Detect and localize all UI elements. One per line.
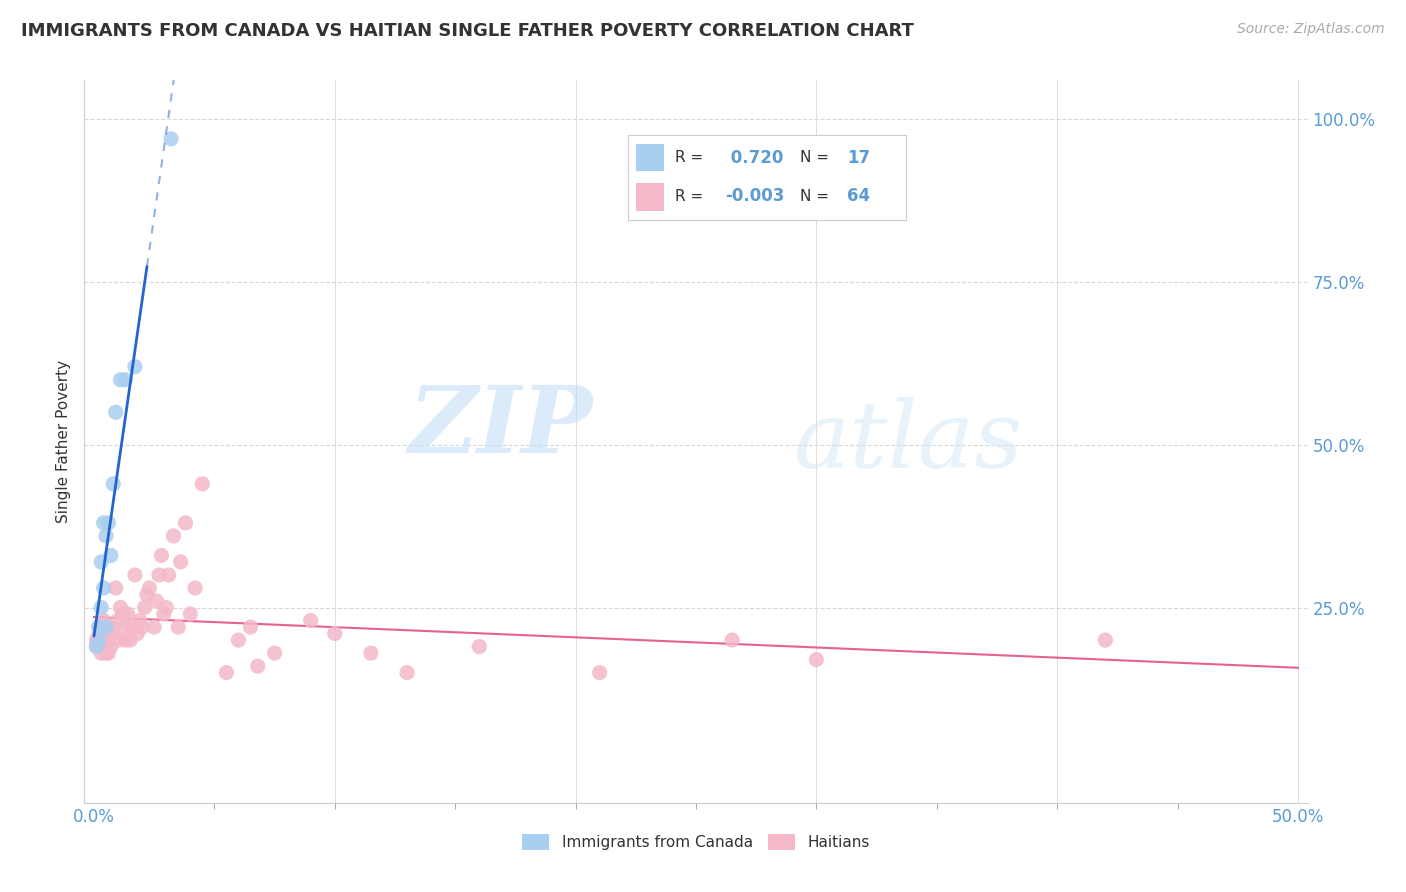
- Point: [360, 646, 382, 660]
- Point: [93, 614, 115, 628]
- Point: [104, 405, 127, 419]
- Point: [114, 373, 136, 387]
- Point: [148, 568, 170, 582]
- Point: [87, 620, 110, 634]
- Text: Source: ZipAtlas.com: Source: ZipAtlas.com: [1237, 22, 1385, 37]
- Text: 64: 64: [848, 187, 870, 205]
- Point: [94, 620, 117, 634]
- Point: [86, 640, 108, 654]
- Text: ZIP: ZIP: [408, 382, 592, 472]
- Point: [162, 529, 184, 543]
- Point: [138, 581, 160, 595]
- Bar: [637, 144, 664, 171]
- Point: [184, 581, 207, 595]
- Point: [143, 620, 166, 634]
- Point: [93, 640, 115, 654]
- Point: [90, 646, 112, 660]
- Text: 0.720: 0.720: [725, 149, 783, 167]
- Point: [90, 600, 112, 615]
- Point: [239, 620, 262, 634]
- Point: [167, 620, 190, 634]
- Point: [124, 568, 146, 582]
- Point: [806, 652, 828, 666]
- Point: [97, 646, 120, 660]
- Point: [117, 607, 139, 621]
- Point: [90, 555, 112, 569]
- Point: [87, 640, 110, 654]
- Point: [134, 600, 156, 615]
- Point: [120, 633, 142, 648]
- Point: [150, 549, 173, 563]
- Text: N =: N =: [800, 150, 830, 165]
- Point: [157, 568, 180, 582]
- Point: [153, 607, 176, 621]
- Point: [97, 516, 120, 530]
- Point: [87, 626, 110, 640]
- Point: [131, 620, 153, 634]
- Point: [174, 516, 197, 530]
- Point: [94, 620, 117, 634]
- Point: [160, 132, 183, 146]
- Point: [179, 607, 201, 621]
- Point: [103, 626, 125, 640]
- Point: [100, 620, 122, 634]
- Point: [588, 665, 610, 680]
- Point: [128, 614, 150, 628]
- Point: [299, 614, 322, 628]
- Point: [90, 633, 112, 648]
- Text: N =: N =: [800, 189, 830, 204]
- Point: [100, 640, 122, 654]
- Point: [100, 549, 122, 563]
- Point: [395, 665, 418, 680]
- Point: [86, 633, 108, 648]
- Point: [127, 626, 149, 640]
- Point: [87, 620, 110, 634]
- Point: [228, 633, 250, 648]
- Point: [721, 633, 744, 648]
- Legend: Immigrants from Canada, Haitians: Immigrants from Canada, Haitians: [516, 829, 876, 856]
- Point: [136, 587, 159, 601]
- Point: [124, 359, 146, 374]
- Point: [468, 640, 491, 654]
- Point: [215, 665, 238, 680]
- Point: [93, 633, 115, 648]
- Point: [94, 646, 117, 660]
- Point: [170, 555, 193, 569]
- Point: [107, 633, 129, 648]
- Point: [86, 640, 108, 654]
- Point: [110, 600, 132, 615]
- Point: [93, 516, 115, 530]
- Point: [1094, 633, 1116, 648]
- Y-axis label: Single Father Poverty: Single Father Poverty: [56, 360, 72, 523]
- Text: IMMIGRANTS FROM CANADA VS HAITIAN SINGLE FATHER POVERTY CORRELATION CHART: IMMIGRANTS FROM CANADA VS HAITIAN SINGLE…: [21, 22, 914, 40]
- Point: [94, 529, 117, 543]
- Point: [246, 659, 269, 673]
- Point: [191, 476, 214, 491]
- Point: [90, 620, 112, 634]
- Point: [121, 620, 143, 634]
- Point: [145, 594, 167, 608]
- Point: [104, 581, 127, 595]
- Point: [111, 607, 134, 621]
- Point: [90, 626, 112, 640]
- Point: [87, 633, 110, 648]
- Text: atlas: atlas: [794, 397, 1024, 486]
- Bar: [637, 184, 664, 211]
- Text: R =: R =: [675, 189, 703, 204]
- Point: [93, 581, 115, 595]
- Point: [323, 626, 346, 640]
- Text: -0.003: -0.003: [725, 187, 785, 205]
- Point: [110, 373, 132, 387]
- Point: [155, 600, 177, 615]
- Text: 17: 17: [848, 149, 870, 167]
- Point: [107, 614, 129, 628]
- Point: [114, 620, 136, 634]
- Point: [263, 646, 285, 660]
- Point: [103, 476, 125, 491]
- Point: [97, 633, 120, 648]
- Text: R =: R =: [675, 150, 703, 165]
- Point: [114, 633, 136, 648]
